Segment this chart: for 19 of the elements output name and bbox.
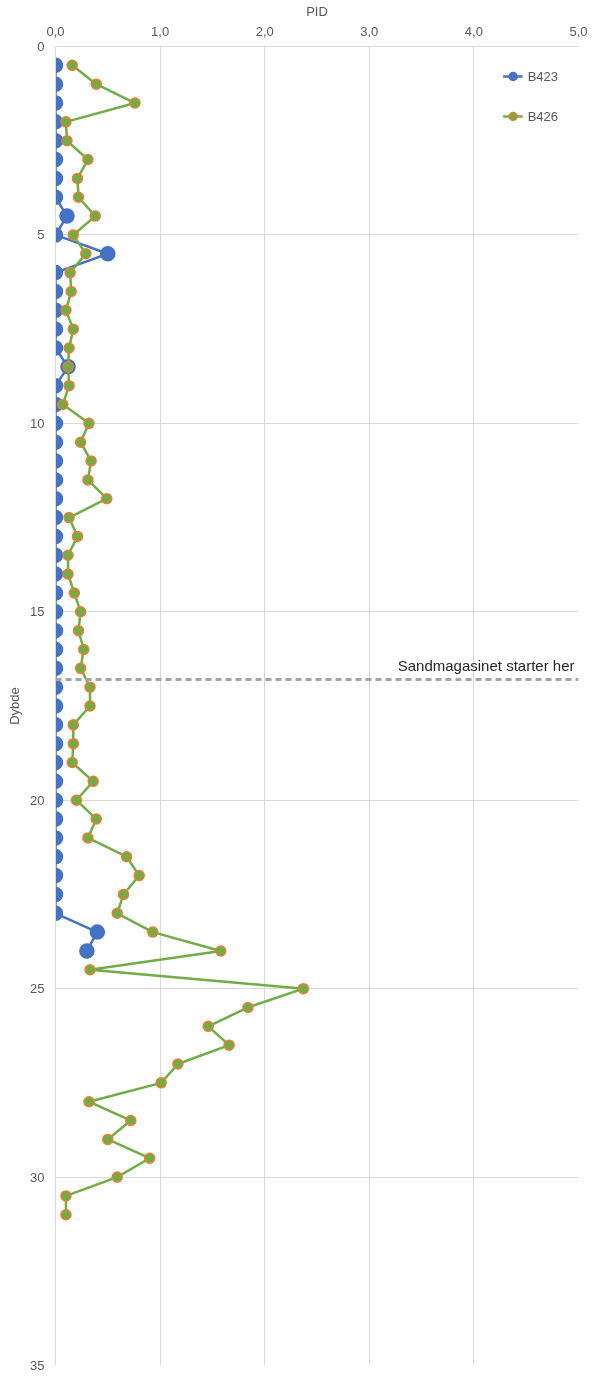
y-tick-label: 30: [30, 1169, 45, 1185]
legend-label: B426: [527, 108, 558, 124]
y-tick-label: 10: [30, 415, 45, 431]
x-tick-label: 3,0: [360, 23, 379, 39]
x-tick-label: 2,0: [255, 23, 274, 39]
x-tick-label: 0,0: [46, 23, 65, 39]
y-axis-title: Dybde: [7, 687, 23, 725]
y-tick-label: 5: [37, 227, 45, 243]
y-tick-label: 15: [30, 604, 45, 620]
ref-line-label: Sandmagasinet starter her: [397, 656, 575, 674]
x-axis-title: PID: [306, 3, 328, 19]
y-tick-label: 35: [30, 1358, 45, 1373]
y-tick-label: 0: [37, 39, 45, 54]
x-tick-label: 5,0: [569, 23, 588, 39]
x-tick-label: 4,0: [464, 23, 483, 39]
y-tick-label: 25: [30, 981, 45, 997]
x-tick-label: 1,0: [151, 23, 170, 39]
legend-label: B423: [527, 68, 558, 84]
y-tick-label: 20: [30, 792, 45, 808]
